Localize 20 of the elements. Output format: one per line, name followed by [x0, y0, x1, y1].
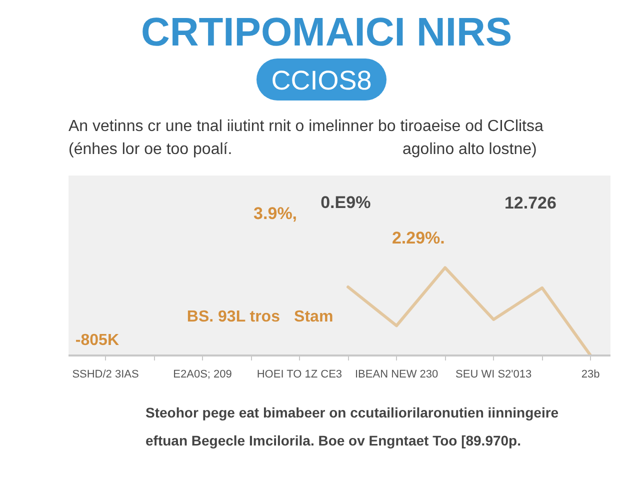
- text: Steohor pege eat bimabeer on ccutailiorilaronutien iinningeire: [146, 404, 559, 420]
- text: 3.9%,: [254, 204, 298, 223]
- x-tick-label: 23b: [581, 368, 600, 380]
- annotation: -805K: [75, 332, 120, 350]
- text: eftuan Begecle Imcilorila. Boe ov Engntaet Too [89.970p.: [146, 432, 521, 448]
- text: 2.29%.: [392, 228, 445, 248]
- x-tick-label: SEU WI S2'013: [456, 368, 532, 380]
- x-tick-label: E2A0S; 209: [173, 368, 232, 380]
- annotation: Stam: [294, 308, 334, 326]
- chart-subtitle: CCIOS8: [271, 66, 372, 96]
- chart-title: CRTIPOMAICI NIRS: [140, 10, 512, 54]
- text: agolino alto lostne): [402, 141, 537, 158]
- x-tick-label: IBEAN NEW 230: [355, 368, 438, 380]
- x-tick-label: HOEI TO 1Z CE3: [256, 368, 342, 380]
- text: 0.E9%: [320, 193, 371, 212]
- x-tick-label: SSHD/2 3IAS: [72, 368, 139, 380]
- annotation: BS. 93L tros: [186, 308, 280, 326]
- text: An vetinns cr une tnal iiutint rnit o imelinner bo tiroaeise od CIClitsa: [68, 118, 544, 135]
- text: (énhes lor oe too poalí.: [68, 141, 232, 158]
- text: 12.726: [504, 194, 556, 213]
